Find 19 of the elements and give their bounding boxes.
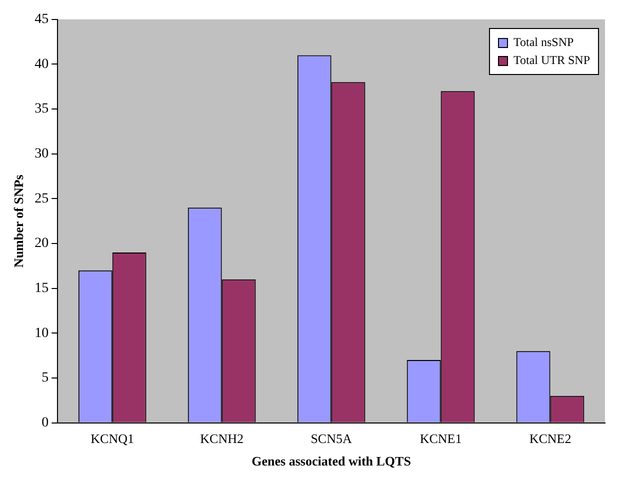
y-tick-label: 40 xyxy=(34,56,49,72)
legend-label: Total UTR SNP xyxy=(514,53,590,68)
legend-label: Total nsSNP xyxy=(514,35,574,50)
x-tick-label: KCNH2 xyxy=(200,431,244,446)
y-tick-label: 45 xyxy=(34,12,49,28)
y-tick-label: 5 xyxy=(42,370,49,386)
x-tick-label: SCN5A xyxy=(310,431,352,446)
x-tick-label: KCNQ1 xyxy=(90,431,134,446)
y-tick-label: 20 xyxy=(34,236,49,252)
y-tick-label: 25 xyxy=(34,191,49,206)
y-tick-label: 15 xyxy=(34,281,49,296)
x-tick-label: KCNE2 xyxy=(529,431,572,446)
y-tick-label: 30 xyxy=(34,146,49,162)
y-tick-label: 0 xyxy=(42,415,49,430)
y-tick-label: 35 xyxy=(34,102,49,117)
y-tick-label: 10 xyxy=(34,326,49,341)
x-axis-title: Genes associated with LQTS xyxy=(252,454,411,469)
y-axis-title: Number of SNPs xyxy=(11,174,26,268)
x-tick-label: KCNE1 xyxy=(420,431,462,446)
